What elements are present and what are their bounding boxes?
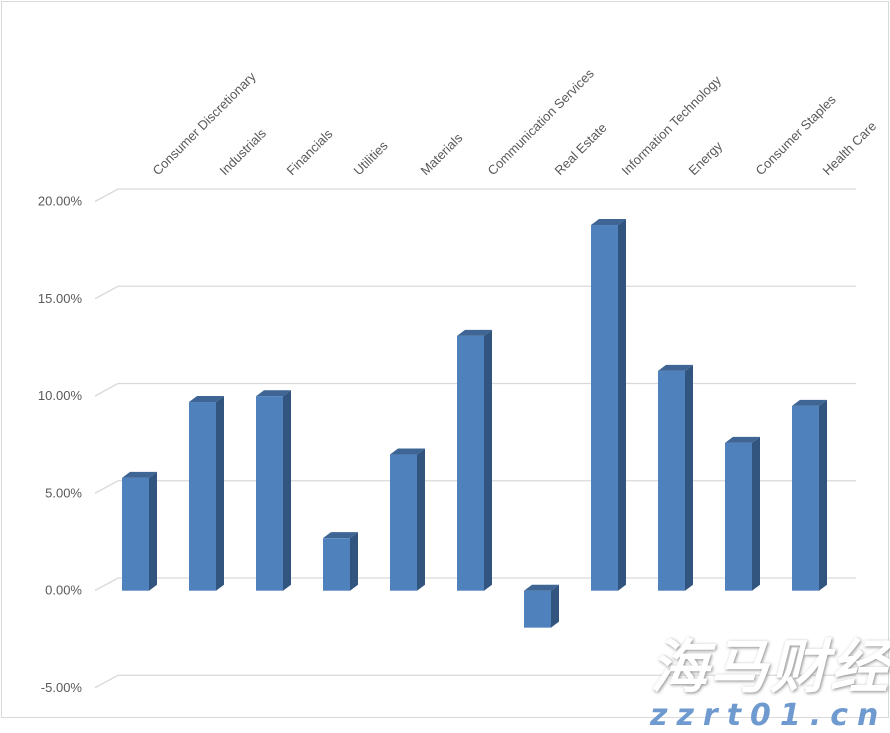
bar-side — [149, 471, 157, 591]
category-label: Financials — [284, 126, 336, 178]
bar-side — [283, 390, 291, 591]
y-tick-label: 20.00% — [38, 194, 83, 209]
bar — [792, 405, 819, 591]
bar-top — [658, 364, 693, 371]
category-label: Materials — [418, 130, 466, 178]
bar-top — [792, 399, 827, 406]
bar — [524, 590, 551, 628]
bar-side — [417, 448, 425, 591]
bar-side — [551, 584, 559, 628]
bar — [256, 396, 283, 591]
bar-top — [524, 584, 559, 591]
bar — [189, 402, 216, 591]
bar — [658, 370, 685, 591]
gridline — [94, 285, 856, 300]
bar-top — [256, 390, 291, 397]
bar-top — [189, 396, 224, 403]
bar-top — [725, 436, 760, 443]
bar-side — [752, 436, 760, 591]
bar-side — [484, 329, 492, 591]
bar-side — [350, 532, 358, 591]
bar — [725, 442, 752, 591]
bar-top — [122, 471, 157, 478]
category-label: Energy — [686, 138, 726, 178]
bar-top — [390, 448, 425, 455]
category-label: Industrials — [217, 125, 270, 178]
bar-side — [685, 364, 693, 591]
bar — [323, 538, 350, 591]
y-tick-label: 0.00% — [45, 583, 82, 598]
bar-side — [216, 396, 224, 591]
y-tick-label: -5.00% — [41, 680, 83, 695]
category-label: Communication Services — [485, 65, 598, 178]
y-tick-label: 10.00% — [38, 388, 83, 403]
bar — [457, 335, 484, 591]
bar — [390, 454, 417, 591]
bar-top — [323, 532, 358, 539]
gridline — [94, 188, 856, 203]
bar — [591, 225, 618, 591]
category-label: Health Care — [820, 118, 880, 178]
category-label: Real Estate — [552, 120, 610, 178]
bar-side — [618, 219, 626, 591]
bar-side — [819, 399, 827, 591]
y-tick-label: 15.00% — [38, 291, 83, 306]
category-label: Utilities — [351, 138, 392, 179]
bar — [122, 477, 149, 591]
y-tick-label: 5.00% — [45, 485, 82, 500]
bar-top — [591, 219, 626, 226]
gridline — [94, 674, 856, 689]
bar-top — [457, 329, 492, 336]
